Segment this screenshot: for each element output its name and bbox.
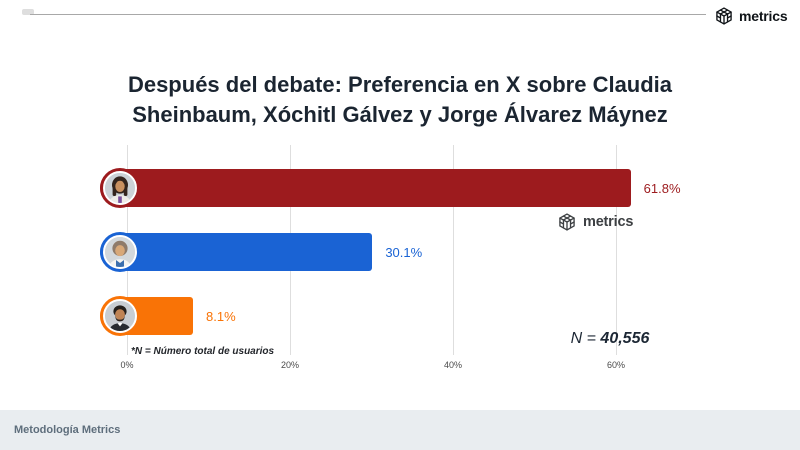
chart-title: Después del debate: Preferencia en X sob… — [127, 72, 673, 127]
bar-value-label: 8.1% — [206, 308, 236, 324]
x-tick-label: 0% — [120, 360, 134, 370]
sample-prefix: N = — [570, 330, 601, 347]
metrics-cube-icon — [716, 7, 732, 25]
avatar-xochitl-galvez — [103, 235, 137, 269]
avatar-claudia-sheinbaum — [103, 171, 137, 205]
sample-size-annotation: N = 40,556 — [520, 330, 700, 348]
chart-watermark: metrics — [557, 212, 633, 232]
bar-row-claudia-sheinbaum: 61.8% — [100, 169, 681, 207]
header-divider-line — [30, 14, 706, 15]
footer-methodology-label: Metodología Metrics — [14, 424, 121, 436]
x-tick-label: 60% — [606, 360, 626, 370]
avatar-jorge-alvarez-maynez — [103, 299, 137, 333]
bar-claudia-sheinbaum — [100, 169, 631, 207]
bar-value-label: 30.1% — [385, 244, 423, 260]
footer-bar: Metodología Metrics — [0, 410, 800, 450]
gridline — [453, 145, 454, 355]
bar-xochitl-galvez — [100, 233, 373, 271]
watermark-label: metrics — [583, 214, 634, 230]
sample-value: 40,556 — [600, 330, 650, 347]
top-left-mark — [22, 9, 34, 15]
chart-footnote: *N = Número total de usuarios — [131, 346, 275, 357]
bar-row-xochitl-galvez: 30.1% — [100, 233, 422, 271]
brand-logo: metrics — [714, 6, 788, 26]
bar-jorge-alvarez-maynez — [100, 297, 193, 335]
x-tick-label: 40% — [443, 360, 463, 370]
x-tick-label: 20% — [280, 360, 300, 370]
bar-value-label: 61.8% — [643, 180, 681, 196]
gridline — [616, 145, 617, 355]
brand-name: metrics — [739, 8, 788, 24]
metrics-cube-icon — [559, 213, 575, 231]
bar-row-jorge-alvarez-maynez: 8.1% — [100, 297, 236, 335]
